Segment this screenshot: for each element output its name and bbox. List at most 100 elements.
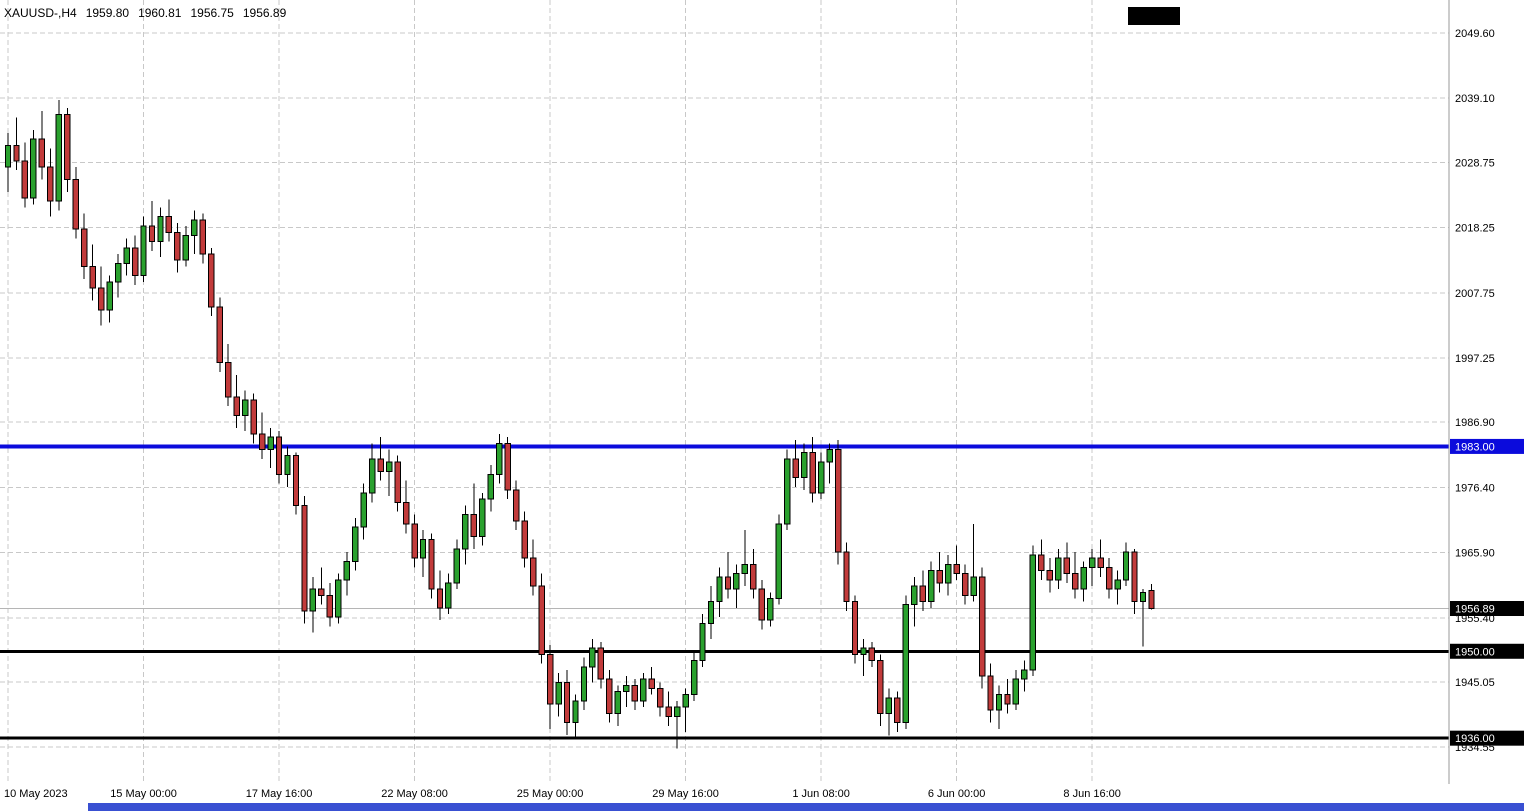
candle-body	[1088, 557, 1096, 568]
candle-body	[343, 560, 351, 581]
candle-body	[174, 231, 181, 261]
candle-body	[335, 579, 342, 618]
candle-body	[1055, 557, 1062, 581]
horizontal-scrollbar-track[interactable]	[0, 803, 1524, 811]
price-tick-label: 1976.40	[1455, 482, 1495, 494]
candle-body	[30, 138, 37, 199]
candle	[767, 592, 774, 627]
candle	[131, 235, 139, 286]
candle	[1021, 660, 1028, 692]
candle	[792, 440, 799, 487]
candle	[402, 480, 410, 534]
candle	[928, 561, 935, 608]
candle	[673, 700, 681, 749]
candle-body	[165, 216, 173, 233]
candle	[72, 167, 79, 239]
candle	[385, 449, 393, 497]
candle	[623, 676, 630, 708]
candle	[894, 691, 901, 732]
price-tick-label: 1986.90	[1455, 417, 1495, 429]
candle-body	[928, 570, 935, 603]
candle-body	[1131, 551, 1138, 603]
candle	[55, 100, 63, 211]
candle	[775, 514, 782, 605]
candle-body	[453, 548, 461, 584]
candle	[4, 132, 12, 192]
candle-body	[995, 694, 1003, 711]
candle-body	[953, 563, 960, 575]
candle	[343, 551, 351, 596]
candle	[944, 555, 952, 596]
candle	[860, 638, 867, 677]
candle-body	[699, 622, 706, 662]
candle	[225, 343, 232, 407]
price-tick-label: 1997.25	[1455, 353, 1495, 365]
candle-body	[529, 557, 537, 587]
candle-body	[724, 576, 732, 590]
candle-body	[978, 576, 986, 677]
candle-body	[1063, 557, 1070, 575]
candle	[707, 586, 715, 639]
candle-body	[428, 539, 435, 590]
candle	[318, 567, 325, 605]
candle-body	[55, 113, 63, 202]
horizontal-scrollbar-thumb[interactable]	[88, 803, 1524, 811]
ohlc-high: 1960.81	[138, 6, 182, 20]
candle-body	[775, 523, 782, 600]
candle	[817, 452, 825, 500]
candle-body	[623, 684, 630, 693]
price-tick-label: 1945.05	[1455, 677, 1495, 689]
candle-body	[436, 588, 444, 609]
candle	[1012, 669, 1020, 711]
candle	[267, 427, 274, 469]
candle-body	[479, 498, 486, 537]
candle	[504, 437, 511, 500]
candle-body	[21, 160, 29, 199]
candle	[690, 651, 698, 701]
symbol-timeframe: XAUUSD-,H4	[4, 6, 77, 20]
candle	[496, 434, 503, 484]
time-tick-label: 25 May 00:00	[517, 788, 584, 800]
candle-body	[758, 588, 766, 621]
candle-body	[216, 306, 223, 364]
candle-body	[589, 647, 596, 668]
candle	[987, 663, 994, 723]
candle	[970, 524, 977, 602]
candle-body	[385, 461, 393, 472]
price-label-1936.00-box	[1450, 730, 1524, 746]
candle	[360, 483, 367, 540]
candle	[826, 443, 833, 484]
candle	[572, 694, 579, 739]
candle-body	[89, 265, 96, 289]
candle-body	[1021, 669, 1028, 680]
chart-corner-badge	[1128, 7, 1180, 25]
candle	[597, 641, 605, 689]
candle-body	[394, 461, 401, 503]
time-axis[interactable]	[0, 784, 1524, 803]
price-label-1983.00: 1983.00	[1455, 441, 1495, 453]
candle-body	[496, 442, 503, 475]
candle	[436, 570, 444, 621]
candle	[479, 492, 486, 546]
candle	[656, 682, 664, 717]
candle-body	[961, 573, 969, 596]
candle	[911, 576, 918, 627]
candle-body	[606, 678, 613, 714]
time-tick-label: 10 May 2023	[4, 788, 68, 800]
candle	[834, 440, 842, 565]
candle	[1072, 551, 1079, 599]
candle	[699, 614, 706, 667]
candle-body	[1029, 554, 1037, 671]
price-axis[interactable]	[1449, 0, 1524, 803]
candle-body	[114, 262, 122, 283]
candle-body	[284, 455, 291, 475]
candle-body	[767, 598, 774, 621]
candle-body	[1046, 570, 1054, 581]
candle	[546, 645, 554, 729]
candle	[462, 505, 469, 565]
candle	[953, 545, 960, 580]
candle-body	[513, 489, 520, 522]
candle-body	[233, 396, 240, 416]
candle	[961, 564, 969, 605]
